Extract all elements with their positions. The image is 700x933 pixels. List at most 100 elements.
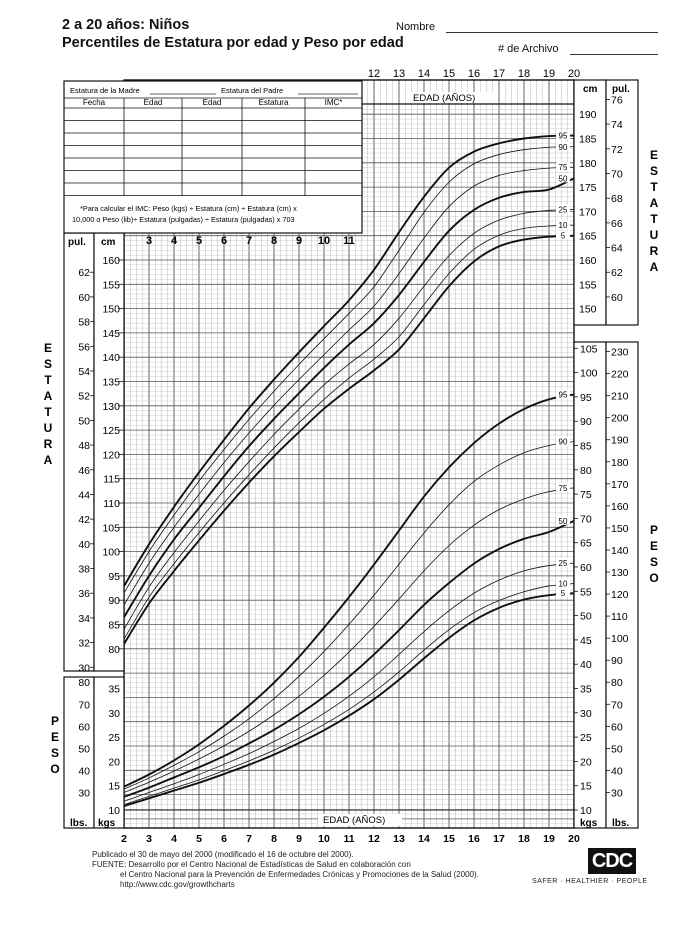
stature-in-tick-left: 62 bbox=[78, 267, 90, 279]
weight-curve-p5 bbox=[123, 592, 575, 808]
x-tick-bottom: 7 bbox=[246, 833, 252, 845]
x-tick-bottom: 10 bbox=[318, 833, 330, 845]
weight-kg-tick-right: 10 bbox=[580, 805, 592, 817]
weight-kg-tick-left: 20 bbox=[108, 756, 120, 768]
weight-unit-kg-right: kgs bbox=[580, 818, 598, 829]
record-table-frame bbox=[63, 80, 363, 234]
x-tick-bottom: 8 bbox=[271, 833, 277, 845]
weight-curve-p25 bbox=[123, 562, 575, 802]
weight-label-left: S bbox=[51, 746, 59, 760]
weight-lb-tick-right: 190 bbox=[611, 435, 629, 447]
stature-label-right: U bbox=[650, 228, 659, 242]
x-tick-bottom: 12 bbox=[368, 833, 380, 845]
weight-kg-tick-left: 25 bbox=[108, 732, 120, 744]
stature-label-right: A bbox=[650, 196, 659, 210]
record-label: # de Archivo bbox=[498, 43, 559, 55]
weight-label-left: O bbox=[50, 762, 59, 776]
weight-kg-tick-left: 10 bbox=[108, 805, 120, 817]
weight-lb-tick-left: 70 bbox=[78, 699, 90, 711]
stature-unit-cm-left: cm bbox=[101, 237, 116, 248]
stature-in-tick-right: 70 bbox=[611, 168, 623, 180]
weight-label-p10: 10 bbox=[559, 580, 568, 589]
x-tick-bottom: 9 bbox=[296, 833, 302, 845]
weight-lb-tick-right: 60 bbox=[611, 721, 623, 733]
weight-kg-tick-right: 75 bbox=[580, 489, 592, 501]
stature-label-right: S bbox=[650, 164, 658, 178]
weight-label-p50: 50 bbox=[559, 517, 568, 526]
record-table-columns: Fecha Edad Edad Estatura IMC* bbox=[83, 98, 342, 196]
weight-lb-tick-right: 80 bbox=[611, 677, 623, 689]
stature-cm-tick-left: 140 bbox=[102, 352, 120, 364]
cdc-tagline: SAFER · HEALTHIER · PEOPLE bbox=[532, 878, 648, 885]
edad-bottom-bg bbox=[318, 814, 402, 826]
weight-lb-tick-left: 40 bbox=[78, 765, 90, 777]
x-tick-bottom: 6 bbox=[221, 833, 227, 845]
weight-kg-tick-right: 35 bbox=[580, 684, 592, 696]
weight-lb-tick-right: 210 bbox=[611, 391, 629, 403]
weight-lb-left-box bbox=[63, 676, 95, 829]
weight-lb-tick-right: 110 bbox=[611, 611, 628, 623]
stature-in-tick-left: 46 bbox=[78, 465, 90, 477]
weight-lb-tick-right: 90 bbox=[611, 655, 623, 667]
x-axis-label-bottom: EDAD (AÑOS) bbox=[323, 815, 385, 826]
footer-line-1: Publicado el 30 de mayo del 2000 (modifi… bbox=[92, 850, 354, 859]
edad-top-bg bbox=[409, 92, 493, 103]
stature-unit-cm-right: cm bbox=[583, 84, 598, 95]
stature-label-bg bbox=[556, 173, 570, 183]
stature-cm-tick-left: 115 bbox=[103, 474, 120, 486]
stature-label-right: T bbox=[650, 180, 658, 194]
footer-link[interactable]: http://www.cdc.gov/growthcharts bbox=[120, 880, 235, 889]
weight-kg-tick-right: 65 bbox=[580, 538, 592, 550]
stature-cm-tick-right: 190 bbox=[579, 109, 597, 121]
stature-label-bg bbox=[556, 130, 570, 140]
weight-label-bg bbox=[556, 558, 570, 568]
footer-line-3: el Centro Nacional para la Prevención de… bbox=[120, 870, 479, 879]
weight-kg-tick-right: 85 bbox=[580, 441, 592, 453]
stature-in-tick-right: 74 bbox=[611, 119, 623, 131]
weight-lb-tick-right: 50 bbox=[611, 743, 623, 755]
weight-kg-tick-right: 60 bbox=[580, 562, 592, 574]
x-tick-top: 18 bbox=[518, 68, 530, 80]
stature-cm-tick-left: 145 bbox=[102, 328, 120, 340]
stature-label-p90: 90 bbox=[559, 143, 568, 152]
stature-in-tick-left: 34 bbox=[78, 613, 90, 625]
stature-in-left-box bbox=[63, 232, 95, 672]
weight-lb-tick-right: 30 bbox=[611, 787, 623, 799]
stature-unit-in-right: pul. bbox=[612, 84, 630, 95]
weight-label-right: S bbox=[650, 555, 658, 569]
x-tick-top: 16 bbox=[468, 68, 480, 80]
weight-lb-tick-left: 60 bbox=[78, 721, 90, 733]
stature-unit-in-left: pul. bbox=[68, 237, 86, 248]
weight-kg-tick-right: 100 bbox=[580, 368, 598, 380]
weight-kg-tick-right: 90 bbox=[580, 416, 592, 428]
name-label: Nombre bbox=[396, 21, 436, 33]
stature-cm-tick-left: 135 bbox=[102, 377, 120, 389]
x-tick-inner: 11 bbox=[343, 235, 355, 247]
footer-notes: Publicado el 30 de mayo del 2000 (modifi… bbox=[92, 850, 479, 890]
name-field[interactable] bbox=[446, 32, 658, 33]
footer-line-2: FUENTE: Desarrollo por el Centro Naciona… bbox=[92, 860, 411, 869]
weight-lb-tick-right: 160 bbox=[611, 501, 629, 513]
record-field[interactable] bbox=[570, 54, 658, 55]
weight-kg-right-box bbox=[573, 341, 607, 829]
stature-label-bg bbox=[556, 204, 570, 214]
stature-cm-tick-left: 120 bbox=[102, 449, 120, 461]
weight-curve-p90 bbox=[123, 441, 575, 790]
weight-kg-tick-right: 70 bbox=[580, 513, 592, 525]
weight-lb-tick-left: 50 bbox=[78, 743, 90, 755]
stature-cm-tick-left: 160 bbox=[102, 255, 120, 267]
stature-cm-tick-left: 80 bbox=[108, 644, 120, 656]
weight-lb-tick-left: 80 bbox=[78, 677, 90, 689]
title-line-2: Percentiles de Estatura por edad y Peso … bbox=[62, 35, 404, 51]
stature-curve-p25 bbox=[123, 209, 575, 630]
stature-cm-tick-left: 130 bbox=[102, 401, 120, 413]
weight-lb-tick-right: 140 bbox=[611, 545, 629, 557]
stature-label-left: A bbox=[44, 453, 53, 467]
stature-cm-tick-right: 175 bbox=[579, 182, 597, 194]
stature-label-right: E bbox=[650, 148, 658, 162]
x-tick-bottom: 5 bbox=[196, 833, 202, 845]
stature-cm-tick-right: 165 bbox=[579, 231, 597, 243]
weight-kg-left-box bbox=[93, 676, 125, 829]
